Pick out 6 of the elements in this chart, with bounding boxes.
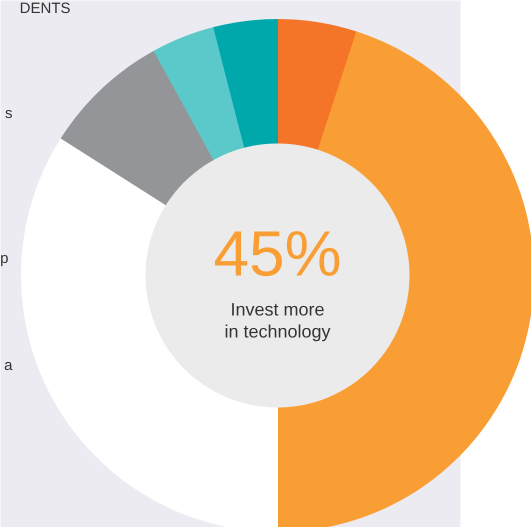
text: Invest more in technology [224,300,331,342]
text: DENTS [20,0,71,17]
text: s [5,105,12,122]
text: a [4,357,14,374]
text: p [0,250,8,267]
text: 45% [213,218,342,290]
